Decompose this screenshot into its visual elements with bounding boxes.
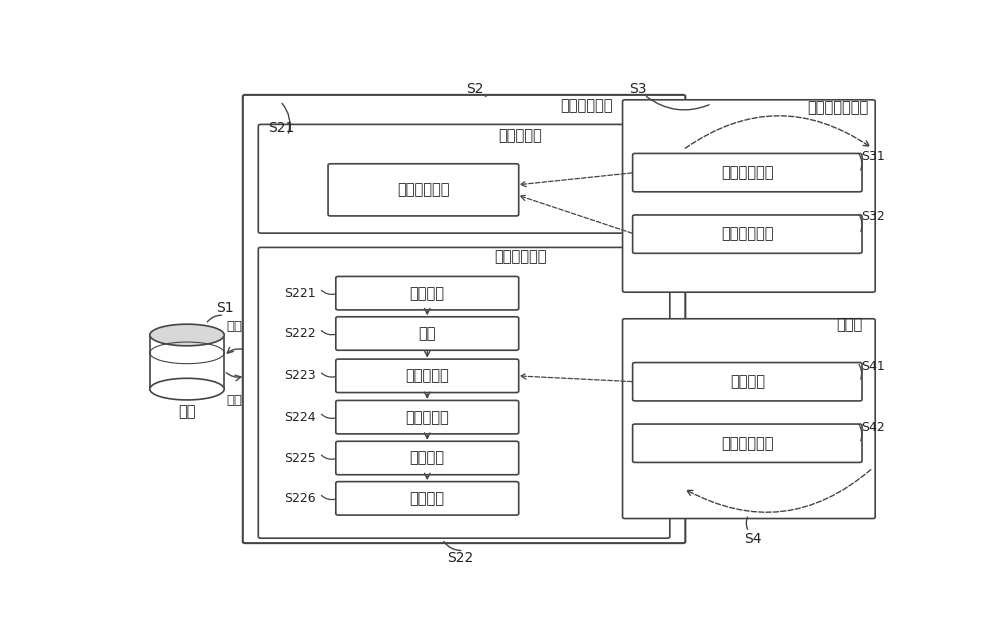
Text: S221: S221 <box>284 287 316 300</box>
Text: 智能解析引擎: 智能解析引擎 <box>494 249 546 264</box>
Text: S41: S41 <box>861 360 885 373</box>
FancyBboxPatch shape <box>336 317 519 350</box>
Text: 解析规则库: 解析规则库 <box>498 128 542 143</box>
FancyBboxPatch shape <box>336 359 519 392</box>
Text: S21: S21 <box>268 121 295 135</box>
Text: 返回: 返回 <box>227 320 243 333</box>
Text: 标识库初始化: 标识库初始化 <box>721 436 774 450</box>
Text: S2: S2 <box>467 82 484 96</box>
Text: 特征值识别: 特征值识别 <box>405 368 449 383</box>
Text: 标识库: 标识库 <box>836 318 863 333</box>
Text: 启停解析规则: 启停解析规则 <box>721 227 774 242</box>
FancyBboxPatch shape <box>633 215 862 253</box>
FancyBboxPatch shape <box>243 95 685 543</box>
Text: 日志拆解: 日志拆解 <box>410 286 445 301</box>
Text: S226: S226 <box>284 492 316 505</box>
Text: 添加标识: 添加标识 <box>730 374 765 389</box>
FancyBboxPatch shape <box>328 164 519 216</box>
Text: 表达式组合: 表达式组合 <box>405 410 449 425</box>
Polygon shape <box>150 335 224 389</box>
Ellipse shape <box>150 324 224 346</box>
Text: S4: S4 <box>744 532 762 546</box>
Text: 请求: 请求 <box>227 394 243 407</box>
Text: S31: S31 <box>861 150 885 163</box>
Text: S224: S224 <box>284 411 316 424</box>
Text: 日志: 日志 <box>178 404 196 419</box>
Text: 日志归类: 日志归类 <box>410 491 445 506</box>
FancyBboxPatch shape <box>336 277 519 310</box>
Text: S225: S225 <box>284 452 316 465</box>
FancyBboxPatch shape <box>633 424 862 463</box>
Text: 事件处理引擎: 事件处理引擎 <box>560 98 612 112</box>
FancyBboxPatch shape <box>336 401 519 434</box>
Ellipse shape <box>150 378 224 400</box>
FancyBboxPatch shape <box>633 362 862 401</box>
Text: S32: S32 <box>861 210 885 224</box>
Text: S22: S22 <box>447 551 473 565</box>
Text: 正则匹配: 正则匹配 <box>410 450 445 465</box>
FancyBboxPatch shape <box>623 100 875 292</box>
FancyBboxPatch shape <box>258 125 670 233</box>
Text: S222: S222 <box>284 327 316 340</box>
FancyBboxPatch shape <box>336 442 519 475</box>
Text: S1: S1 <box>216 301 234 315</box>
Text: 半智能解析工具: 半智能解析工具 <box>807 100 869 114</box>
Text: 降噪: 降噪 <box>418 326 436 341</box>
Text: S223: S223 <box>284 369 316 382</box>
Text: 编写解析规则: 编写解析规则 <box>721 165 774 180</box>
Text: 解析规则解析: 解析规则解析 <box>397 182 450 197</box>
FancyBboxPatch shape <box>633 153 862 192</box>
Text: S3: S3 <box>629 82 646 96</box>
Text: S42: S42 <box>861 420 885 433</box>
FancyBboxPatch shape <box>336 482 519 515</box>
FancyBboxPatch shape <box>258 247 670 538</box>
FancyBboxPatch shape <box>623 319 875 518</box>
